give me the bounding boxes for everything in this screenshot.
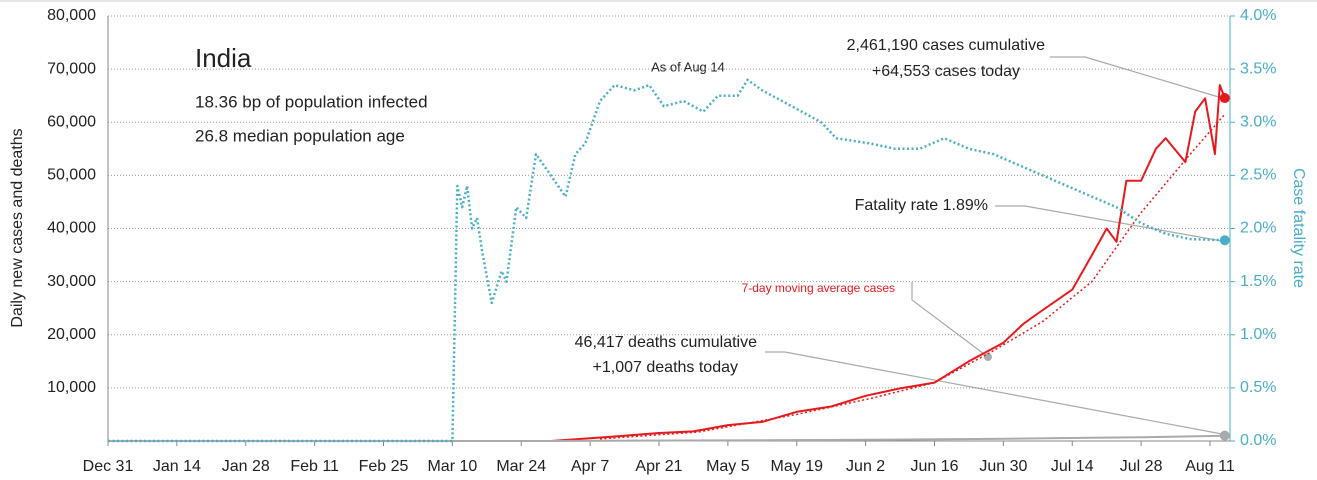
x-tick-label: Jan 28 — [222, 458, 270, 475]
annotation: As of Aug 14 — [651, 59, 725, 74]
x-tick-label: Apr 7 — [571, 458, 609, 475]
y2-tick-label: 2.5% — [1240, 167, 1276, 184]
y-tick-label: 40,000 — [47, 220, 96, 237]
series-line — [108, 78, 1225, 443]
x-tick-label: Jan 14 — [153, 458, 201, 475]
end-dot — [1219, 235, 1230, 246]
series-label: 7-day moving average cases — [742, 281, 895, 295]
leader-lines — [765, 56, 1223, 435]
x-tick-label: Dec 31 — [83, 458, 134, 475]
y2-tick-label: 0.0% — [1240, 432, 1276, 449]
y-tick-label: 70,000 — [47, 60, 96, 77]
annotation: 2,461,190 cases cumulative — [847, 37, 1045, 54]
x-tick-label: Mar 10 — [427, 458, 477, 475]
y2-tick-label: 2.0% — [1240, 220, 1276, 237]
end-dot — [1219, 430, 1230, 441]
y-tick-label: 30,000 — [47, 273, 96, 290]
x-tick-label: Jun 2 — [846, 458, 885, 475]
x-tick-label: May 5 — [706, 458, 750, 475]
y2-tick-label: 0.5% — [1240, 379, 1276, 396]
x-tick-label: May 19 — [771, 458, 824, 475]
y2-tick-label: 1.5% — [1240, 273, 1276, 290]
y2-tick-label: 1.0% — [1240, 326, 1276, 343]
annotation: 46,417 deaths cumulative — [575, 334, 757, 351]
subtitle: 26.8 median population age — [195, 126, 405, 145]
x-tick-label: Apr 21 — [635, 458, 682, 475]
series-line — [599, 113, 1226, 440]
subtitle: 18.36 bp of population infected — [195, 92, 428, 111]
x-tick-label: Jun 16 — [910, 458, 958, 475]
series-line — [108, 434, 1225, 442]
x-tick-label: Mar 24 — [496, 458, 546, 475]
x-tick-label: Jul 28 — [1120, 458, 1163, 475]
x-tick-label: Jul 14 — [1051, 458, 1094, 475]
y-axis-label: Daily new cases and deaths — [9, 128, 26, 327]
end-dot — [1219, 93, 1230, 104]
pointer-dot — [984, 353, 992, 361]
annotation: +1,007 deaths today — [593, 359, 738, 376]
series-line — [108, 84, 1226, 442]
y-tick-label: 10,000 — [47, 379, 96, 396]
y2-tick-label: 3.5% — [1240, 60, 1276, 77]
x-tick-label: Feb 11 — [290, 458, 339, 475]
y2-tick-label: 3.0% — [1240, 113, 1276, 130]
annotation: Fatality rate 1.89% — [855, 197, 988, 214]
chart-title: India — [195, 43, 252, 73]
y-tick-label: 50,000 — [47, 167, 96, 184]
annotation: +64,553 cases today — [872, 63, 1020, 80]
y2-axis-label: Case fatality rate — [1290, 168, 1307, 288]
x-tick-label: Jun 30 — [979, 458, 1027, 475]
y2-tick-label: 4.0% — [1240, 7, 1276, 24]
y-tick-label: 80,000 — [47, 7, 96, 24]
x-tick-label: Feb 25 — [359, 458, 409, 475]
x-tick-label: Aug 11 — [1185, 458, 1235, 475]
y-tick-label: 60,000 — [47, 113, 96, 130]
y-tick-label: 20,000 — [47, 326, 96, 343]
